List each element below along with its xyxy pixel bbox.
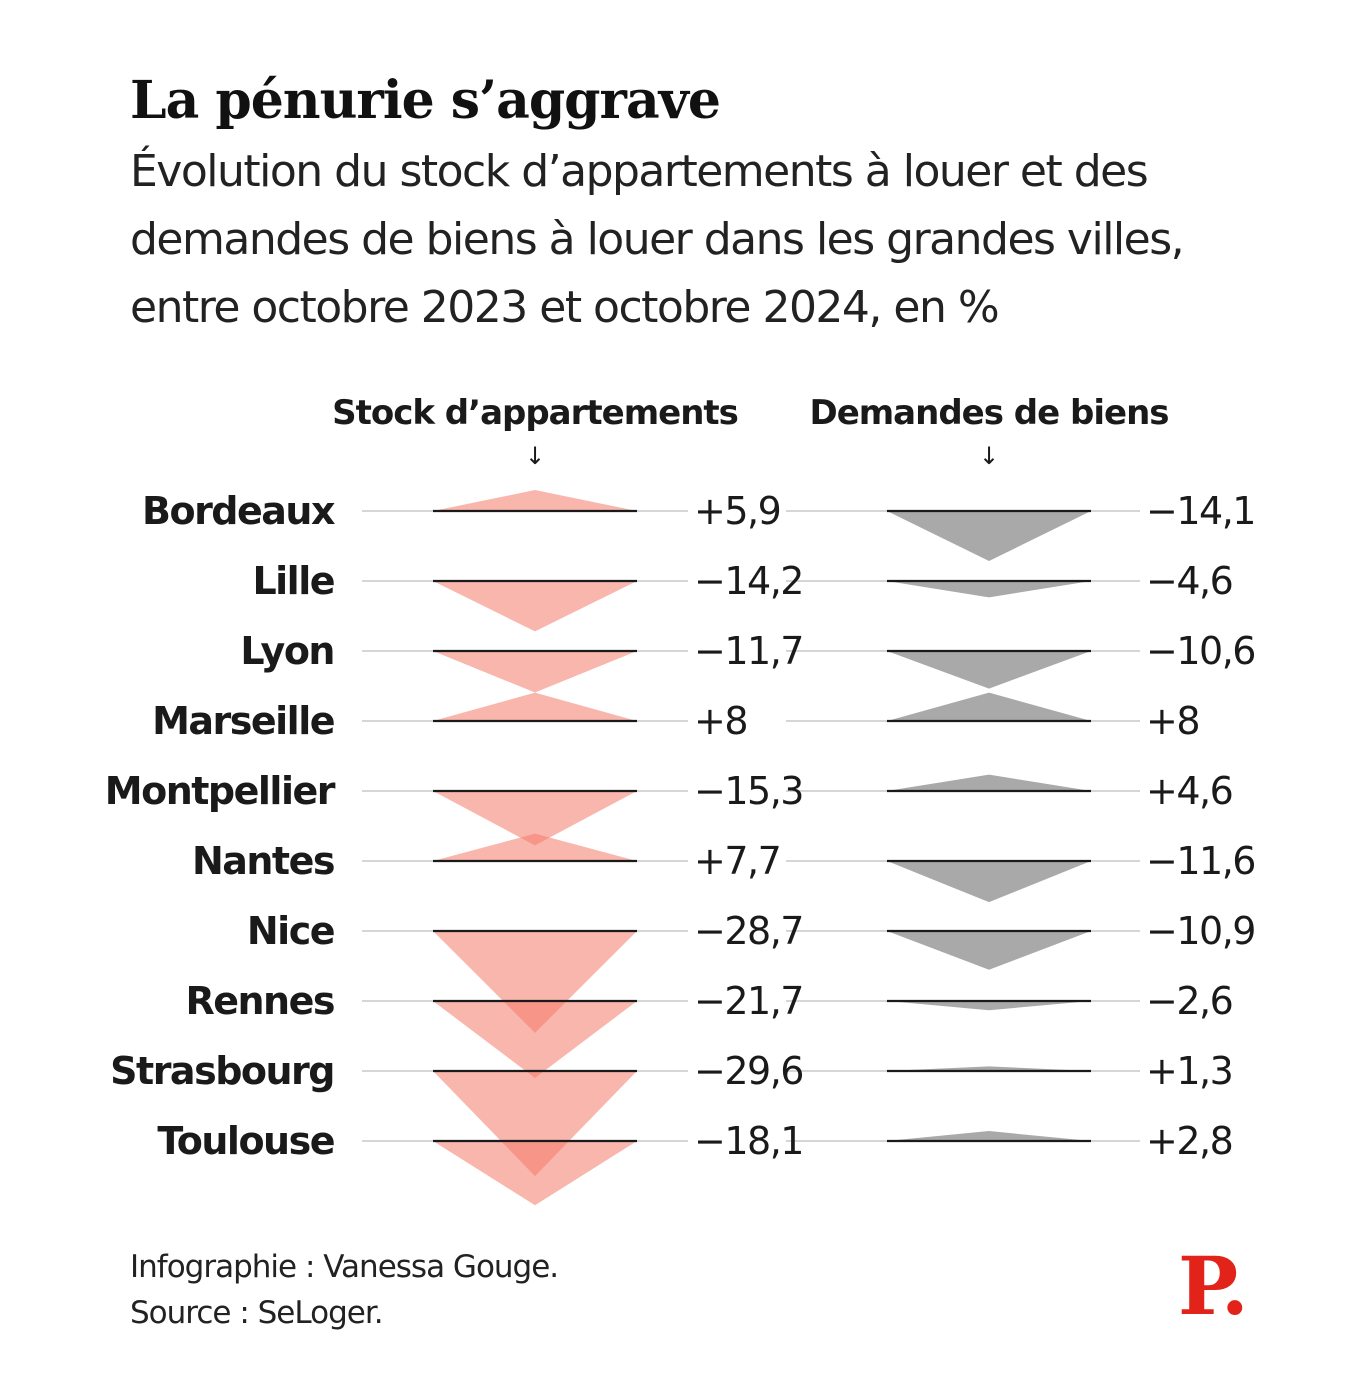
column-header: Demandes de biens: [809, 393, 1168, 433]
triangle-mark: [433, 651, 637, 693]
baselines: [433, 509, 1091, 1143]
down-arrow-icon: ↓: [979, 442, 999, 470]
triangle-mark: [887, 861, 1091, 903]
value-label: +8: [1146, 699, 1199, 743]
city-label: Lyon: [240, 629, 334, 673]
value-label: +5,9: [694, 489, 780, 533]
city-label: Nice: [247, 909, 334, 953]
triangles: [433, 490, 1091, 1206]
value-label: −10,9: [1146, 909, 1255, 953]
city-label: Strasbourg: [110, 1049, 334, 1093]
triangle-mark: [433, 581, 637, 632]
value-label: −11,7: [694, 629, 803, 673]
triangle-mark: [887, 1131, 1091, 1141]
value-label: +7,7: [694, 839, 780, 883]
city-label: Nantes: [192, 839, 334, 883]
value-label: +8: [694, 699, 747, 743]
triangle-chart: Stock d’appartements ↓ Demandes de biens ↓ B…: [105, 393, 1257, 1206]
value-label: −14,2: [694, 559, 803, 603]
credit-line: Infographie : Vanessa Gouge.: [130, 1249, 559, 1285]
column-header: Stock d’appartements: [332, 393, 738, 433]
triangle-mark: [887, 1001, 1091, 1011]
value-label: −18,1: [694, 1119, 803, 1163]
triangle-mark: [433, 1071, 637, 1177]
value-label: −14,1: [1146, 489, 1255, 533]
triangle-mark: [433, 791, 637, 846]
triangle-mark: [887, 511, 1091, 562]
value-label: −10,6: [1146, 629, 1255, 673]
triangle-mark: [887, 581, 1091, 598]
triangle-mark: [887, 931, 1091, 970]
value-label: +2,8: [1146, 1119, 1232, 1163]
chart-title: La pénurie s’aggrave: [130, 70, 721, 131]
triangle-mark: [433, 490, 637, 511]
triangle-mark: [433, 1001, 637, 1079]
value-label: −21,7: [694, 979, 803, 1023]
city-label: Bordeaux: [142, 489, 335, 533]
down-arrow-icon: ↓: [525, 442, 545, 470]
value-label: −2,6: [1146, 979, 1232, 1023]
city-label: Lille: [252, 559, 334, 603]
triangle-mark: [433, 1141, 637, 1206]
value-label: −11,6: [1146, 839, 1255, 883]
triangle-mark: [433, 931, 637, 1033]
triangle-mark: [887, 692, 1091, 721]
value-label: +1,3: [1146, 1049, 1232, 1093]
chart-subtitle: Évolution du stock d’appartements à loue…: [130, 146, 1185, 333]
triangle-mark: [887, 774, 1091, 791]
source-line: Source : SeLoger.: [130, 1295, 384, 1331]
city-label: Rennes: [185, 979, 334, 1023]
triangle-mark: [433, 833, 637, 861]
value-label: −4,6: [1146, 559, 1232, 603]
triangle-mark: [433, 692, 637, 721]
gridlines: [362, 510, 1140, 1142]
city-label: Toulouse: [157, 1119, 334, 1163]
triangle-mark: [887, 651, 1091, 689]
city-label: Marseille: [152, 699, 334, 743]
city-label: Montpellier: [105, 769, 336, 813]
labels: Stock d’appartements ↓ Demandes de biens ↓ B…: [105, 393, 1257, 1163]
value-label: −29,6: [694, 1049, 803, 1093]
triangle-mark: [887, 1066, 1091, 1071]
credits: Infographie : Vanessa Gouge. Source : Se…: [130, 1244, 559, 1336]
value-label: −15,3: [694, 769, 803, 813]
value-label: −28,7: [694, 909, 803, 953]
le-point-logo: P.: [1178, 1239, 1249, 1333]
value-label: +4,6: [1146, 769, 1232, 813]
